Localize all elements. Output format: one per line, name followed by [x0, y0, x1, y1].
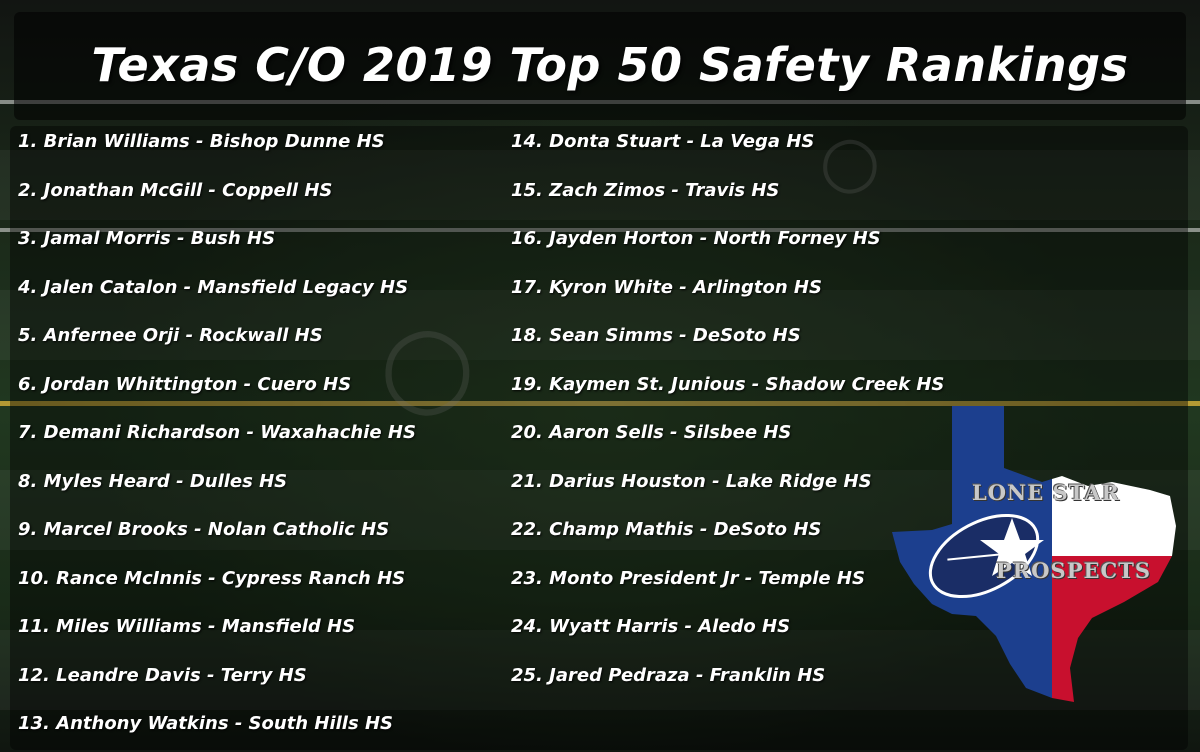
- ranking-item: 1. Brian Williams - Bishop Dunne HS: [18, 131, 385, 152]
- ranking-item: 18. Sean Simms - DeSoto HS: [511, 325, 801, 346]
- ranking-item: 23. Monto President Jr - Temple HS: [511, 567, 865, 589]
- ranking-item: 10. Rance McInnis - Cypress Ranch HS: [18, 567, 406, 589]
- ranking-item: 17. Kyron White - Arlington HS: [511, 276, 822, 298]
- ranking-item: 5. Anfernee Orji - Rockwall HS: [18, 325, 323, 346]
- title-panel: [14, 12, 1186, 120]
- ranking-item: 22. Champ Mathis - DeSoto HS: [511, 519, 822, 540]
- ranking-item: 3. Jamal Morris - Bush HS: [18, 228, 276, 249]
- ranking-item: 7. Demani Richardson - Waxahachie HS: [18, 422, 416, 443]
- ranking-item: 16. Jayden Horton - North Forney HS: [511, 228, 881, 249]
- star-icon: [980, 518, 1044, 576]
- ranking-item: 8. Myles Heard - Dulles HS: [18, 470, 288, 492]
- logo-text-line2: PROSPECTS: [996, 558, 1152, 583]
- ranking-item: 6. Jordan Whittington - Cuero HS: [18, 373, 352, 395]
- rankings-list-left: 1. Brian Williams - Bishop Dunne HS 2. J…: [18, 127, 416, 752]
- ranking-item: 21. Darius Houston - Lake Ridge HS: [511, 470, 872, 492]
- ranking-item: 9. Marcel Brooks - Nolan Catholic HS: [18, 519, 390, 540]
- yard-line-gold: [0, 401, 1200, 406]
- ranking-item: 11. Miles Williams - Mansfield HS: [18, 616, 356, 637]
- ranking-item: 15. Zach Zimos - Travis HS: [511, 179, 780, 201]
- logo-text-line1: LONE STAR: [972, 480, 1120, 505]
- ranking-item: 2. Jonathan McGill - Coppell HS: [18, 179, 333, 201]
- rankings-list-right: 14. Donta Stuart - La Vega HS 15. Zach Z…: [511, 127, 944, 709]
- ranking-item: 19. Kaymen St. Junious - Shadow Creek HS: [511, 373, 945, 395]
- ranking-item: 25. Jared Pedraza - Franklin HS: [511, 664, 826, 686]
- lone-star-prospects-logo: LONE STAR PROSPECTS: [892, 406, 1182, 706]
- ranking-item: 20. Aaron Sells - Silsbee HS: [511, 422, 792, 443]
- ranking-item: 4. Jalen Catalon - Mansfield Legacy HS: [18, 276, 409, 298]
- yard-line: [0, 228, 1200, 232]
- field-stripe: [0, 290, 1200, 360]
- ranking-item: 13. Anthony Watkins - South Hills HS: [18, 713, 393, 734]
- ranking-item: 12. Leandre Davis - Terry HS: [18, 664, 307, 686]
- ranking-item: 24. Wyatt Harris - Aledo HS: [511, 616, 791, 637]
- page-title: Texas C/O 2019 Top 50 Safety Rankings: [91, 38, 1129, 92]
- texas-flag-football-icon: [892, 406, 1176, 702]
- field-stripe: [0, 150, 1200, 220]
- ranking-item: 14. Donta Stuart - La Vega HS: [511, 131, 815, 152]
